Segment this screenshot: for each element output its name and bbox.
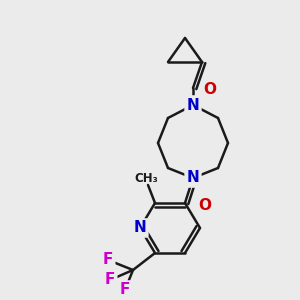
Text: O: O — [199, 199, 212, 214]
Text: F: F — [120, 283, 130, 298]
Text: N: N — [134, 220, 146, 236]
Text: F: F — [105, 272, 115, 287]
Text: CH₃: CH₃ — [134, 172, 158, 185]
Text: F: F — [103, 253, 113, 268]
Text: N: N — [187, 170, 200, 185]
Text: N: N — [187, 98, 200, 112]
Text: O: O — [203, 82, 217, 98]
